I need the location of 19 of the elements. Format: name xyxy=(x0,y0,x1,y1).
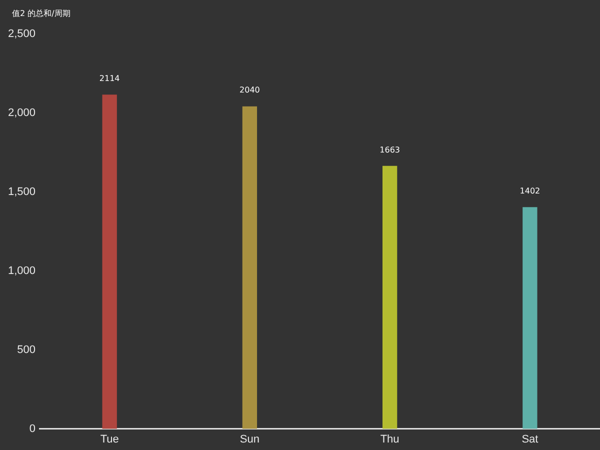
y-tick-label: 0 xyxy=(29,422,36,435)
bar xyxy=(522,207,538,429)
data-label: 2040 xyxy=(240,86,260,95)
bar xyxy=(382,166,398,429)
data-label: 2114 xyxy=(99,74,120,84)
x-tick-label: Thu xyxy=(380,433,400,446)
bar xyxy=(102,94,117,429)
y-axis-title: 值2 的总和/周期 xyxy=(12,9,70,18)
data-label: 1663 xyxy=(380,145,400,154)
bar xyxy=(242,106,258,429)
y-tick-label: 2,000 xyxy=(8,106,36,119)
y-tick-label: 500 xyxy=(17,344,36,356)
x-tick-label: Sun xyxy=(240,433,260,446)
data-label: 1402 xyxy=(520,186,540,196)
x-tick-label: Sat xyxy=(522,433,538,446)
y-tick-label: 1,500 xyxy=(8,186,36,198)
y-tick-label: 1,000 xyxy=(8,264,36,277)
x-tick-label: Tue xyxy=(100,433,119,446)
y-tick-label: 2,500 xyxy=(8,28,36,40)
